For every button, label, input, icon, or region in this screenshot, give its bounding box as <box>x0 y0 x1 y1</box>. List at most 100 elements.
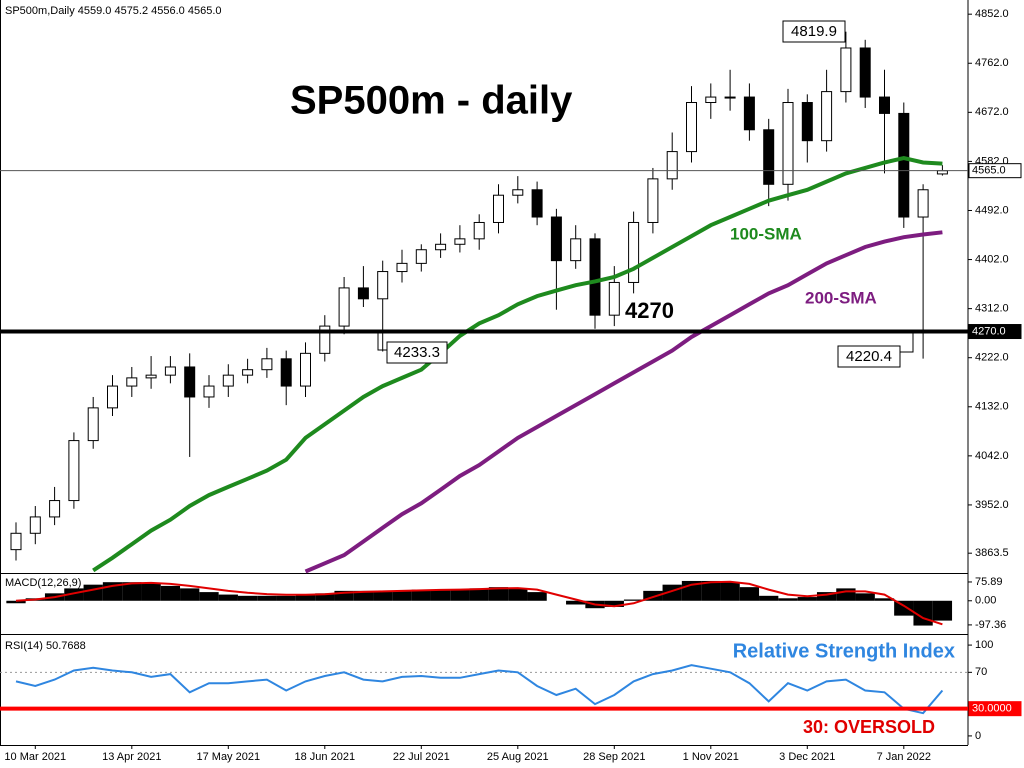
macd-bar <box>855 593 875 601</box>
candle-body <box>280 358 292 387</box>
candle-body <box>493 194 504 223</box>
y-tick-label: 3863.5 <box>975 547 1009 559</box>
y-tick-label: 4402.0 <box>975 253 1009 265</box>
candle-body <box>415 249 427 264</box>
candle-body <box>454 238 466 245</box>
candle-body <box>647 178 659 223</box>
candle-body <box>435 243 447 251</box>
candle-body <box>570 238 582 262</box>
macd-bar <box>411 589 431 601</box>
candle-body <box>10 532 22 551</box>
macd-bar <box>6 600 26 604</box>
rsi-title: Relative Strength Index <box>733 640 955 662</box>
macd-bar <box>566 600 586 605</box>
candle-body <box>821 91 833 142</box>
macd-bar <box>141 583 161 601</box>
macd-bar <box>759 595 779 601</box>
macd-bar <box>720 582 740 601</box>
candle-body <box>164 366 176 376</box>
y-tick-label: 4312.0 <box>975 303 1009 315</box>
y-tick-label: 4762.0 <box>975 57 1009 69</box>
level-tag-label: 4565.0 <box>972 165 1006 177</box>
y-tick-label: 4132.0 <box>975 401 1009 413</box>
candle-body <box>184 366 196 398</box>
x-tick-label: 7 Jan 2022 <box>877 751 931 763</box>
y-tick-label: -97.36 <box>975 619 1006 631</box>
macd-bar <box>295 594 316 601</box>
macd-bar <box>469 588 489 601</box>
candle-body <box>917 189 929 218</box>
y-tick-label: 3952.0 <box>975 499 1009 511</box>
high-annotation: 4819.9 <box>791 23 837 40</box>
macd-bar <box>353 590 374 601</box>
x-tick-label: 10 Mar 2021 <box>4 751 66 763</box>
y-tick-label: 4672.0 <box>975 106 1009 118</box>
candle-body <box>300 352 311 387</box>
sma-line <box>304 230 943 574</box>
candle-body <box>628 221 640 283</box>
y-tick-label: 0.00 <box>975 595 996 607</box>
x-tick-label: 18 Jun 2021 <box>295 751 356 763</box>
level-label: 4270 <box>625 298 674 323</box>
candle-body <box>338 287 350 327</box>
macd-bar <box>315 593 335 601</box>
level-tag <box>968 163 1022 179</box>
macd-bar <box>797 597 817 601</box>
level-tag-label: 30.0000 <box>972 703 1012 715</box>
low-annotation: 4220.4 <box>846 348 892 365</box>
macd-bar <box>836 588 856 601</box>
y-tick-label: 4492.0 <box>975 204 1009 216</box>
chart-subtitle: SP500m,Daily 4559.0 4575.2 4556.0 4565.0 <box>5 5 222 17</box>
x-tick-label: 3 Dec 2021 <box>779 751 835 763</box>
macd-bar <box>488 587 509 601</box>
macd-bar <box>894 600 914 616</box>
y-tick-label: 75.89 <box>975 576 1003 588</box>
level-tag <box>968 324 1022 340</box>
candle-body <box>29 516 41 534</box>
candle-body <box>879 96 890 114</box>
y-tick-label: 4042.0 <box>975 450 1009 462</box>
chart-title: SP500m - daily <box>290 79 573 123</box>
macd-bar <box>643 590 663 601</box>
candle-body <box>319 325 331 354</box>
macd-bar <box>874 598 895 601</box>
macd-bar <box>199 592 219 601</box>
candle-body <box>801 102 813 142</box>
macd-bar <box>604 600 624 607</box>
candle-body <box>859 47 871 98</box>
macd-bar <box>122 582 142 601</box>
candle-body <box>705 96 717 104</box>
candle-body <box>473 221 485 240</box>
low-annotation: 4233.3 <box>394 344 440 361</box>
candle-body <box>743 96 755 131</box>
annotation-box <box>782 20 846 43</box>
candle-body <box>87 407 99 442</box>
level-tag-label: 4270.0 <box>972 325 1006 337</box>
macd-bar <box>373 590 393 601</box>
y-tick-label: 4852.0 <box>975 8 1009 20</box>
macd-bar <box>739 587 760 601</box>
level-tag <box>968 701 1022 717</box>
candle-body <box>107 385 118 409</box>
candle-body <box>49 500 61 518</box>
macd-bar <box>623 599 644 601</box>
macd-bar <box>450 589 470 601</box>
sma-label: 200-SMA <box>805 288 877 307</box>
oversold-label: 30: OVERSOLD <box>803 717 935 737</box>
macd-bar <box>334 590 354 601</box>
y-tick-label: 4222.0 <box>975 352 1009 364</box>
macd-bar <box>392 590 412 601</box>
rsi-label: RSI(14) 50.7688 <box>5 640 86 652</box>
macd-label: MACD(12,26,9) <box>5 577 81 589</box>
x-tick-label: 1 Nov 2021 <box>683 751 739 763</box>
candle-body <box>763 129 775 185</box>
candle-body <box>531 189 543 218</box>
annotation-box <box>386 341 448 364</box>
candle-body <box>203 385 215 398</box>
macd-bar <box>816 592 837 601</box>
y-tick-label: 100 <box>975 639 993 651</box>
candle-body <box>589 238 601 316</box>
x-tick-label: 28 Sep 2021 <box>583 751 645 763</box>
macd-bar <box>218 594 238 601</box>
